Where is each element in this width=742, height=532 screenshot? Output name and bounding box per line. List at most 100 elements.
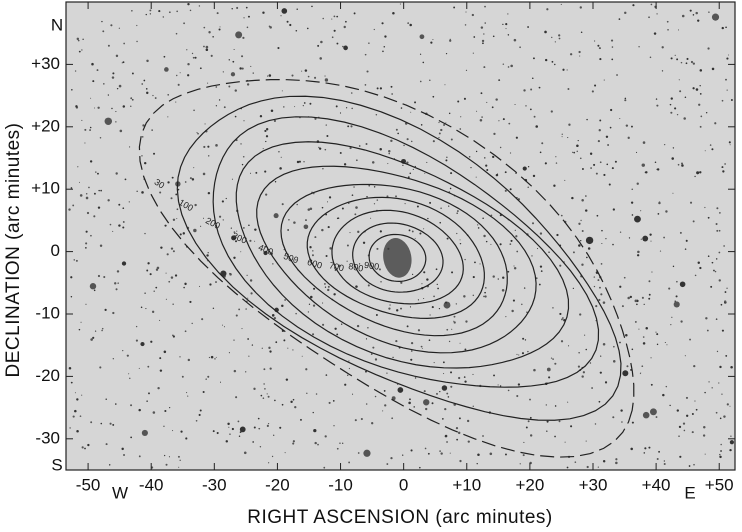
- star: [386, 372, 388, 374]
- star: [203, 45, 205, 48]
- star: [191, 322, 193, 325]
- star: [423, 390, 426, 393]
- star: [448, 112, 451, 115]
- star: [468, 155, 471, 158]
- star: [410, 350, 413, 352]
- star: [223, 106, 226, 109]
- star: [667, 28, 669, 31]
- star: [121, 62, 123, 64]
- star: [243, 227, 245, 229]
- star: [444, 84, 446, 86]
- star: [440, 452, 443, 455]
- star: [309, 102, 312, 105]
- star: [552, 307, 554, 309]
- star: [159, 191, 162, 194]
- star: [609, 126, 612, 129]
- star: [275, 341, 278, 344]
- star: [318, 147, 322, 150]
- star: [110, 24, 113, 27]
- star: [319, 57, 322, 60]
- y-tick-label: +10: [31, 179, 60, 198]
- x-tick-label: -10: [328, 475, 353, 494]
- star: [526, 311, 528, 313]
- star: [339, 442, 341, 444]
- star: [492, 155, 495, 159]
- star: [249, 172, 252, 174]
- star: [219, 381, 222, 383]
- star: [239, 426, 246, 433]
- y-tick-label: 0: [51, 241, 60, 260]
- star: [333, 15, 336, 18]
- contour: [176, 95, 622, 421]
- star: [351, 107, 353, 110]
- star: [317, 443, 319, 446]
- star: [207, 145, 210, 148]
- star: [198, 413, 201, 417]
- star: [409, 398, 411, 401]
- star: [274, 181, 277, 183]
- star: [318, 146, 320, 149]
- star: [410, 140, 413, 143]
- star: [243, 17, 245, 19]
- star: [176, 74, 178, 77]
- star: [504, 453, 507, 456]
- star: [569, 53, 573, 56]
- star: [666, 20, 669, 23]
- x-tick-label: -20: [265, 475, 290, 494]
- star: [718, 279, 721, 282]
- star: [685, 239, 688, 242]
- star: [423, 228, 425, 230]
- star: [201, 318, 204, 321]
- star: [483, 66, 486, 69]
- star: [642, 342, 646, 345]
- star: [241, 328, 243, 330]
- star: [672, 192, 674, 194]
- star: [483, 234, 486, 238]
- star: [252, 441, 254, 443]
- star: [333, 29, 336, 32]
- star: [423, 271, 426, 274]
- star: [346, 244, 349, 247]
- star: [723, 415, 726, 418]
- star: [343, 25, 346, 29]
- star: [598, 298, 601, 302]
- star: [567, 401, 569, 403]
- star: [729, 405, 731, 407]
- star: [78, 50, 81, 53]
- star: [81, 119, 83, 121]
- star: [124, 178, 127, 181]
- star: [632, 4, 635, 7]
- star: [246, 83, 250, 86]
- star: [218, 28, 221, 31]
- star: [611, 167, 614, 170]
- star: [514, 103, 516, 106]
- star: [313, 192, 315, 195]
- star: [430, 41, 433, 44]
- star: [122, 349, 124, 352]
- star: [240, 251, 242, 253]
- star: [307, 75, 310, 78]
- star: [449, 452, 451, 454]
- star: [187, 358, 191, 362]
- star: [305, 219, 307, 222]
- star: [292, 349, 294, 351]
- star: [482, 217, 484, 219]
- star: [391, 417, 394, 420]
- star: [718, 229, 721, 232]
- star: [107, 94, 110, 96]
- star: [624, 99, 627, 102]
- star: [74, 70, 77, 72]
- star: [252, 72, 254, 74]
- star: [235, 314, 238, 317]
- star: [258, 427, 261, 430]
- star: [214, 358, 216, 360]
- star: [136, 40, 138, 43]
- star: [88, 186, 90, 189]
- star: [472, 275, 475, 279]
- star: [383, 390, 386, 392]
- star: [539, 151, 542, 154]
- star: [477, 224, 479, 226]
- star: [357, 230, 360, 234]
- star: [89, 126, 92, 129]
- star: [402, 164, 404, 167]
